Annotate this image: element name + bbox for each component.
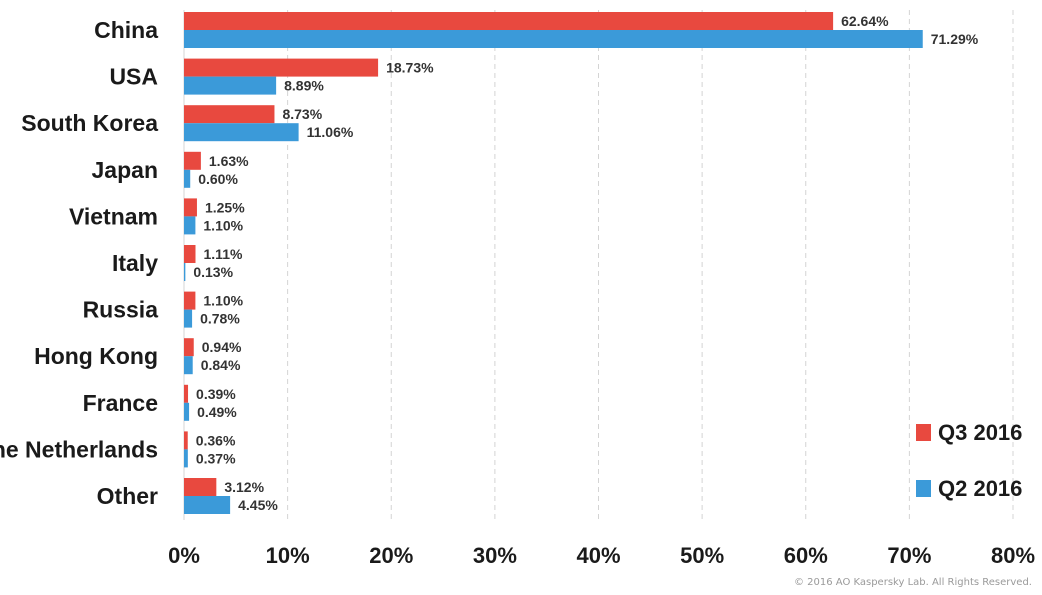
legend-swatch bbox=[916, 480, 931, 497]
bars: 62.64% 18.73% 8.73% 1.63% 1.25% 1.11% 1.10% 0.9… bbox=[184, 12, 979, 514]
data-label: 71.29% bbox=[931, 31, 979, 47]
legend: Q3 2016 Q2 2016 bbox=[916, 420, 1022, 501]
data-label: 0.49% bbox=[197, 404, 237, 420]
category-label: Italy bbox=[112, 250, 158, 276]
x-tick-label: 70% bbox=[887, 543, 931, 568]
category-label: France bbox=[83, 390, 158, 416]
bar-q3-2016 bbox=[184, 12, 834, 30]
data-label: 11.06% bbox=[307, 124, 354, 140]
category-label: Vietnam bbox=[69, 203, 158, 229]
category-label: South Korea bbox=[21, 110, 158, 136]
x-axis-ticks: 0% 10% 20% 30% 40% 50% 60% 70% 80% bbox=[168, 543, 1035, 568]
bar-q3-2016 bbox=[184, 151, 201, 170]
data-label: 0.94% bbox=[202, 339, 242, 355]
bar-q2-2016 bbox=[184, 263, 186, 281]
bar-q2-2016 bbox=[184, 216, 196, 235]
data-label: 8.89% bbox=[284, 78, 324, 94]
x-tick-label: 80% bbox=[991, 543, 1035, 568]
category-label: Japan bbox=[92, 157, 158, 183]
bar-q3-2016 bbox=[184, 58, 379, 77]
legend-label: Q2 2016 bbox=[938, 476, 1022, 501]
bar-q3-2016 bbox=[184, 431, 188, 450]
category-label: USA bbox=[109, 64, 158, 90]
bar-q2-2016 bbox=[184, 309, 193, 328]
legend-label: Q3 2016 bbox=[938, 420, 1022, 445]
data-label: 1.63% bbox=[209, 153, 249, 169]
grid-lines bbox=[183, 10, 1014, 520]
bar-q2-2016 bbox=[184, 356, 193, 375]
category-label: Russia bbox=[83, 297, 159, 323]
data-label: 4.45% bbox=[238, 497, 278, 513]
category-labels: China USA South Korea Japan Vietnam Italy Russ… bbox=[0, 17, 158, 509]
bar-q3-2016 bbox=[184, 338, 194, 357]
legend-swatch bbox=[916, 424, 931, 441]
data-label: 0.13% bbox=[193, 264, 233, 280]
category-label: the Netherlands bbox=[0, 436, 158, 462]
category-label: Hong Kong bbox=[34, 343, 158, 369]
bar-q3-2016 bbox=[184, 291, 196, 310]
x-tick-label: 50% bbox=[680, 543, 724, 568]
data-label: 1.25% bbox=[205, 199, 245, 215]
x-tick-label: 60% bbox=[784, 543, 828, 568]
bar-q2-2016 bbox=[184, 169, 191, 188]
x-tick-label: 10% bbox=[266, 543, 310, 568]
bar-q3-2016 bbox=[184, 478, 217, 496]
bar-q2-2016 bbox=[184, 123, 299, 142]
bar-q2-2016 bbox=[184, 449, 188, 468]
bar-q3-2016 bbox=[184, 384, 189, 403]
bar-q3-2016 bbox=[184, 245, 196, 263]
x-tick-label: 30% bbox=[473, 543, 517, 568]
category-label: Other bbox=[97, 483, 158, 509]
bar-q3-2016 bbox=[184, 198, 197, 217]
data-label: 1.10% bbox=[203, 217, 243, 233]
data-label: 0.36% bbox=[196, 432, 236, 448]
data-label: 0.39% bbox=[196, 386, 236, 402]
data-label: 3.12% bbox=[224, 479, 264, 495]
category-label: China bbox=[94, 17, 158, 43]
data-label: 1.10% bbox=[203, 293, 243, 309]
data-label: 0.37% bbox=[196, 450, 236, 466]
copyright-text: © 2016 AO Kaspersky Lab. All Rights Rese… bbox=[794, 577, 1032, 588]
data-label: 62.64% bbox=[841, 13, 889, 29]
bar-q2-2016 bbox=[184, 76, 277, 95]
bar-q2-2016 bbox=[184, 30, 923, 48]
data-label: 0.78% bbox=[200, 311, 240, 327]
x-tick-label: 0% bbox=[168, 543, 200, 568]
data-label: 0.84% bbox=[201, 357, 241, 373]
x-tick-label: 40% bbox=[576, 543, 620, 568]
bar-q2-2016 bbox=[184, 402, 190, 421]
bar-q2-2016 bbox=[184, 496, 231, 514]
data-label: 18.73% bbox=[386, 60, 434, 76]
data-label: 1.11% bbox=[204, 246, 243, 262]
bar-q3-2016 bbox=[184, 105, 275, 124]
x-tick-label: 20% bbox=[369, 543, 413, 568]
data-label: 8.73% bbox=[282, 106, 322, 122]
data-label: 0.60% bbox=[198, 171, 238, 187]
